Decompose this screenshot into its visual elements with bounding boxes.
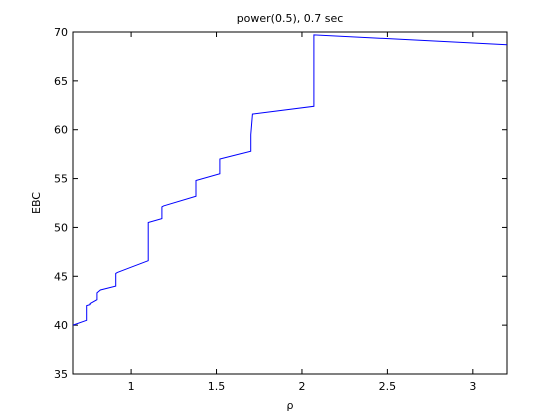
axes: 1 1.5 2 2.5 3 35 40 45 50 55 60 65 70 xyxy=(54,26,508,393)
x-tick-label: 2.5 xyxy=(379,380,397,393)
y-axis-title: EBC xyxy=(30,192,43,214)
y-tick-label: 55 xyxy=(54,173,68,186)
x-tick-label: 3 xyxy=(469,380,476,393)
y-tick-label: 35 xyxy=(54,368,68,381)
data-line xyxy=(72,34,508,326)
chart-title: power(0.5), 0.7 sec xyxy=(237,12,344,25)
y-tick-label: 40 xyxy=(54,319,68,332)
y-tick-label: 45 xyxy=(54,270,68,283)
x-tick-label: 2 xyxy=(298,380,305,393)
plot-area-frame xyxy=(72,31,508,375)
x-tick-label: 1.5 xyxy=(208,380,226,393)
y-tick-label: 50 xyxy=(54,221,68,234)
x-tick-label: 1 xyxy=(128,380,135,393)
y-tick-label: 60 xyxy=(54,124,68,137)
x-axis-title: ρ xyxy=(287,399,294,412)
y-tick-label: 65 xyxy=(54,75,68,88)
y-tick-label: 70 xyxy=(54,26,68,39)
